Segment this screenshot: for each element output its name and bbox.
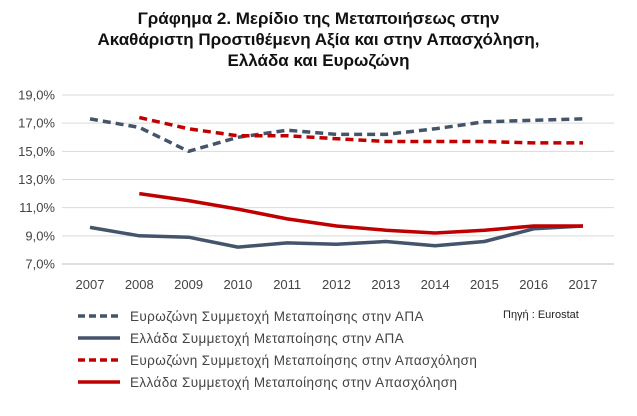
- series-line-3: [138, 115, 583, 145]
- legend-label-gr-emp: Ελλάδα Συμμετοχή Μεταποίησης στην Απασχό…: [130, 374, 458, 390]
- x-tick-label: 2009: [174, 277, 203, 292]
- legend: Ευρωζώνη Συμμετοχή Μεταποίησης στην ΑΠΑ …: [78, 305, 477, 393]
- chart-title-line-3: Ελλάδα και Ευρωζώνη: [227, 51, 410, 70]
- legend-label-gr-gva: Ελλάδα Συμμετοχή Μεταποίησης στην ΑΠΑ: [130, 330, 405, 346]
- legend-item-ez-gva: Ευρωζώνη Συμμετοχή Μεταποίησης στην ΑΠΑ: [78, 305, 477, 327]
- x-tick-label: 2017: [569, 277, 598, 292]
- legend-swatch-gr-emp: [78, 380, 120, 384]
- x-axis-ticks: 2007 2008 2009 2010 2011 2012 2013 2014 2015 2016…: [76, 277, 598, 292]
- legend-item-gr-emp: Ελλάδα Συμμετοχή Μεταποίησης στην Απασχό…: [78, 371, 477, 393]
- series-lines: [89, 115, 584, 249]
- source-note: Πηγή : Eurostat: [503, 309, 579, 321]
- series-line-1: [89, 117, 584, 154]
- legend-swatch-ez-emp: [78, 358, 120, 362]
- legend-item-gr-gva: Ελλάδα Συμμετοχή Μεταποίησης στην ΑΠΑ: [78, 327, 477, 349]
- y-tick-label: 7,0%: [25, 257, 55, 272]
- x-tick-label: 2015: [470, 277, 499, 292]
- x-tick-label: 2014: [421, 277, 450, 292]
- y-axis-ticks: 7,0% 9,0% 11,0% 13,0% 15,0% 17,0% 19,0%: [18, 88, 55, 272]
- chart-title-line-1: Γράφημα 2. Μερίδιο της Μεταποιήσεως στην: [137, 9, 500, 28]
- series-line-4: [139, 191, 583, 235]
- legend-swatch-ez-gva: [78, 314, 120, 318]
- x-tick-label: 2016: [519, 277, 548, 292]
- line-chart: 7,0%9,0%11,0%13,0%15,0%17,0%19,0% 2007 20…: [18, 88, 614, 292]
- x-tick-label: 2013: [371, 277, 400, 292]
- chart-title-line-2: Ακαθάριστη Προστιθέμενη Αξία και στην Απ…: [97, 30, 540, 49]
- series-line-2: [89, 224, 584, 249]
- y-tick-label: 19,0%: [18, 88, 55, 103]
- x-tick-label: 2011: [273, 277, 301, 292]
- x-tick-label: 2012: [322, 277, 351, 292]
- y-tick-label: 17,0%: [18, 116, 55, 131]
- y-tick-label: 9,0%: [25, 228, 55, 243]
- y-tick-label: 15,0%: [18, 144, 55, 159]
- x-tick-label: 2008: [125, 277, 154, 292]
- legend-label-ez-gva: Ευρωζώνη Συμμετοχή Μεταποίησης στην ΑΠΑ: [130, 308, 424, 324]
- x-tick-label: 2010: [223, 277, 252, 292]
- legend-item-ez-emp: Ευρωζώνη Συμμετοχή Μεταποίησης στην Απασ…: [78, 349, 477, 371]
- legend-label-ez-emp: Ευρωζώνη Συμμετοχή Μεταποίησης στην Απασ…: [130, 352, 478, 368]
- x-tick-label: 2007: [76, 277, 105, 292]
- chart-title: Γράφημα 2. Μερίδιο της Μεταποιήσεως στην…: [0, 8, 637, 71]
- legend-swatch-gr-gva: [78, 336, 120, 340]
- y-tick-label: 11,0%: [19, 200, 55, 215]
- y-tick-label: 13,0%: [18, 172, 55, 187]
